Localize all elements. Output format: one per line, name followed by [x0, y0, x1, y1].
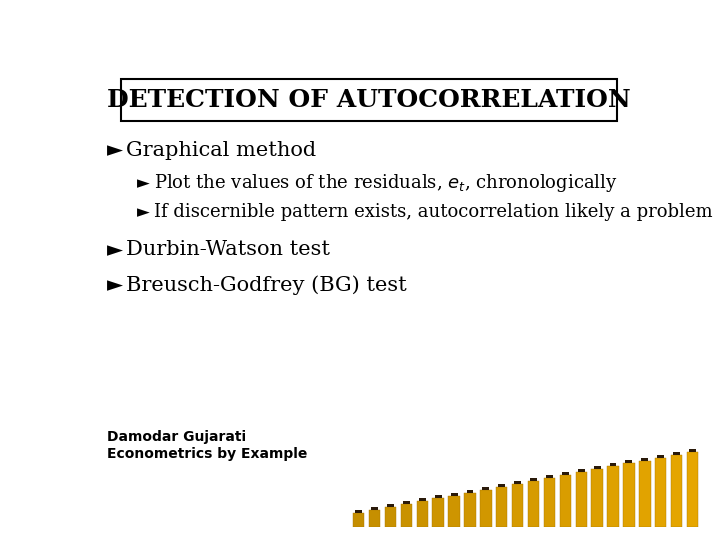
- Text: ►: ►: [107, 275, 122, 295]
- Text: Plot the values of the residuals, $e_t$, chronologically: Plot the values of the residuals, $e_t$,…: [154, 172, 618, 194]
- Bar: [369, 510, 380, 526]
- Text: Econometrics by Example: Econometrics by Example: [107, 447, 307, 461]
- Text: DETECTION OF AUTOCORRELATION: DETECTION OF AUTOCORRELATION: [107, 88, 631, 112]
- Text: Graphical method: Graphical method: [126, 140, 316, 159]
- Bar: [419, 498, 426, 501]
- Bar: [575, 472, 587, 526]
- Bar: [401, 504, 412, 526]
- Bar: [577, 469, 585, 472]
- Bar: [642, 457, 648, 461]
- Bar: [655, 457, 667, 526]
- Text: ►: ►: [107, 140, 122, 160]
- Bar: [121, 79, 617, 121]
- Text: Durbin-Watson test: Durbin-Watson test: [126, 240, 330, 259]
- Bar: [403, 501, 410, 504]
- Bar: [610, 463, 616, 467]
- Text: ►: ►: [138, 174, 150, 192]
- Bar: [482, 487, 490, 490]
- Bar: [671, 455, 683, 526]
- Text: Breusch-Godfrey (BG) test: Breusch-Godfrey (BG) test: [126, 275, 407, 295]
- Bar: [384, 507, 396, 526]
- Bar: [387, 504, 394, 507]
- Bar: [657, 455, 664, 457]
- Bar: [591, 469, 603, 526]
- Bar: [559, 475, 571, 526]
- Bar: [562, 472, 569, 475]
- Text: ►: ►: [138, 204, 150, 221]
- Bar: [639, 461, 650, 526]
- Bar: [435, 496, 441, 498]
- Bar: [353, 513, 364, 526]
- Bar: [417, 501, 428, 526]
- Bar: [689, 449, 696, 452]
- Bar: [624, 463, 634, 526]
- Bar: [514, 481, 521, 484]
- Bar: [451, 492, 457, 496]
- Bar: [498, 484, 505, 487]
- Bar: [449, 496, 460, 526]
- Bar: [594, 466, 600, 469]
- Bar: [544, 478, 555, 526]
- Bar: [530, 478, 537, 481]
- Bar: [673, 451, 680, 455]
- Bar: [372, 507, 378, 510]
- Bar: [464, 492, 476, 526]
- Bar: [626, 461, 632, 463]
- Text: Damodar Gujarati: Damodar Gujarati: [107, 430, 246, 444]
- Text: If discernible pattern exists, autocorrelation likely a problem: If discernible pattern exists, autocorre…: [154, 204, 713, 221]
- Bar: [512, 484, 523, 526]
- Bar: [467, 490, 474, 492]
- Bar: [496, 487, 508, 526]
- Bar: [528, 481, 539, 526]
- Bar: [546, 475, 553, 478]
- Bar: [480, 490, 492, 526]
- Text: ►: ►: [107, 240, 122, 260]
- Bar: [355, 510, 362, 513]
- Bar: [433, 498, 444, 526]
- Bar: [607, 467, 618, 526]
- Bar: [687, 452, 698, 526]
